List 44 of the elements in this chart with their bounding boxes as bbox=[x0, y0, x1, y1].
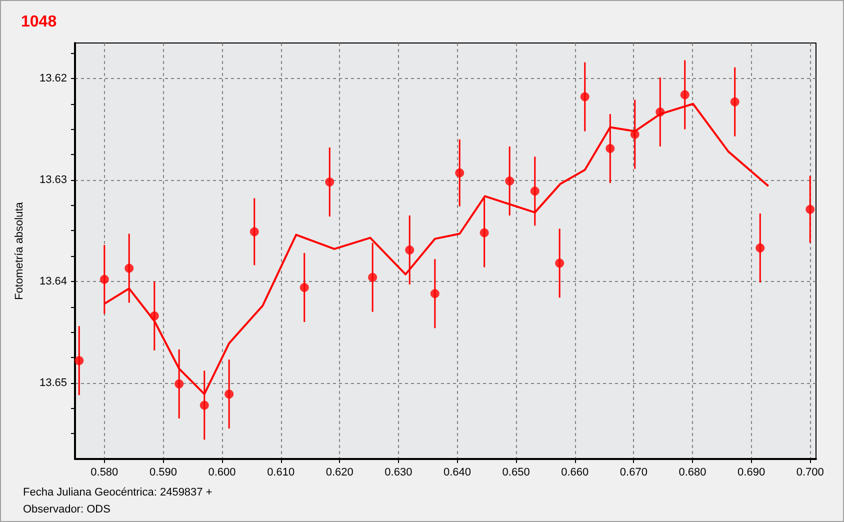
y-tick-label: 13.63 bbox=[39, 174, 67, 186]
text: Fecha Juliana Geocéntrica: 2459837 + bbox=[23, 486, 212, 498]
point bbox=[124, 264, 134, 273]
point bbox=[555, 258, 564, 268]
point bbox=[730, 97, 740, 106]
point bbox=[405, 245, 414, 254]
x-tick-label: 0.680 bbox=[678, 466, 706, 478]
x-tick-label: 0.670 bbox=[620, 466, 648, 478]
x-tick-label: 0.640 bbox=[443, 466, 472, 478]
x-tick-label: 0.610 bbox=[267, 466, 295, 478]
x-tick-label: 0.650 bbox=[502, 466, 530, 478]
point bbox=[505, 176, 514, 186]
point bbox=[756, 243, 765, 252]
x-tick-label: 0.630 bbox=[384, 466, 412, 478]
point bbox=[530, 186, 540, 196]
point bbox=[368, 272, 378, 282]
point bbox=[250, 227, 259, 236]
point bbox=[224, 390, 234, 399]
y-tick-label: 13.64 bbox=[39, 275, 67, 288]
y-axis-title: Fotometría absoluta bbox=[14, 201, 26, 300]
x-tick-label: 0.600 bbox=[208, 466, 236, 478]
x-tick-label: 0.660 bbox=[561, 466, 589, 478]
chart-title: 1048 bbox=[21, 14, 57, 30]
x-tick-label: 0.690 bbox=[738, 466, 766, 478]
point bbox=[606, 144, 615, 154]
text: Observador: ODS bbox=[23, 504, 110, 516]
y-tick-label: 13.65 bbox=[39, 376, 67, 389]
point bbox=[480, 228, 489, 238]
point bbox=[680, 90, 690, 100]
point bbox=[200, 400, 209, 410]
point bbox=[580, 92, 590, 102]
point bbox=[74, 356, 84, 366]
x-tick-label: 0.590 bbox=[149, 466, 177, 478]
point bbox=[300, 283, 309, 292]
x-tick-label: 0.620 bbox=[326, 466, 354, 478]
point bbox=[455, 168, 464, 178]
x-tick-label: 0.580 bbox=[90, 466, 118, 478]
point bbox=[430, 289, 440, 298]
x-tick-label: 0.700 bbox=[796, 466, 824, 478]
y-tick-label: 13.62 bbox=[39, 72, 67, 85]
point bbox=[174, 379, 184, 388]
point bbox=[100, 274, 109, 284]
point bbox=[325, 178, 334, 186]
point bbox=[806, 204, 815, 214]
